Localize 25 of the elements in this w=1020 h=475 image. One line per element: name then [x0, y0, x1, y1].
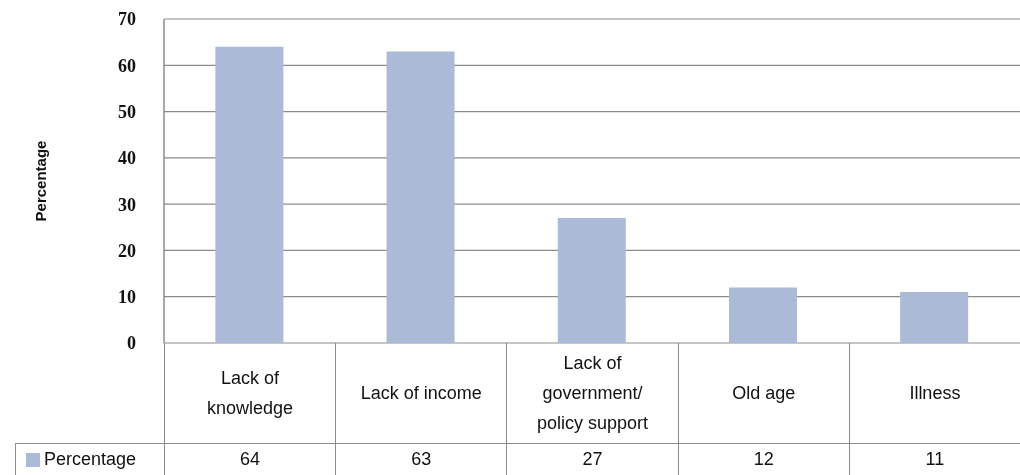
- data-label: 11: [848, 443, 1020, 475]
- bar: [900, 292, 969, 343]
- y-axis-title: Percentage: [31, 140, 49, 222]
- y-tick-label: 20: [118, 240, 136, 261]
- y-tick-label: 10: [118, 287, 136, 308]
- y-tick-label: 40: [118, 148, 136, 169]
- data-label: 12: [677, 443, 849, 475]
- bar: [386, 51, 455, 343]
- y-tick-label: 60: [118, 55, 136, 76]
- legend-label: Percentage: [44, 449, 137, 470]
- y-tick-label: 50: [118, 101, 136, 122]
- y-tick-label: 70: [118, 9, 136, 30]
- y-tick-label: 0: [127, 333, 136, 354]
- bar: [728, 287, 797, 343]
- data-label: 64: [164, 443, 336, 475]
- x-tick-label: Lack of government/ policy support: [535, 352, 649, 435]
- x-tick-label: Old age: [732, 382, 796, 405]
- bar: [557, 218, 626, 343]
- x-tick-label: Illness: [909, 382, 961, 405]
- y-tick-label: 30: [118, 194, 136, 215]
- x-tick-label: Lack of income: [360, 382, 482, 405]
- data-label: 63: [335, 443, 507, 475]
- x-tick-label: Lack of knowledge: [206, 367, 295, 420]
- data-label: 27: [506, 443, 678, 475]
- bar: [215, 46, 284, 343]
